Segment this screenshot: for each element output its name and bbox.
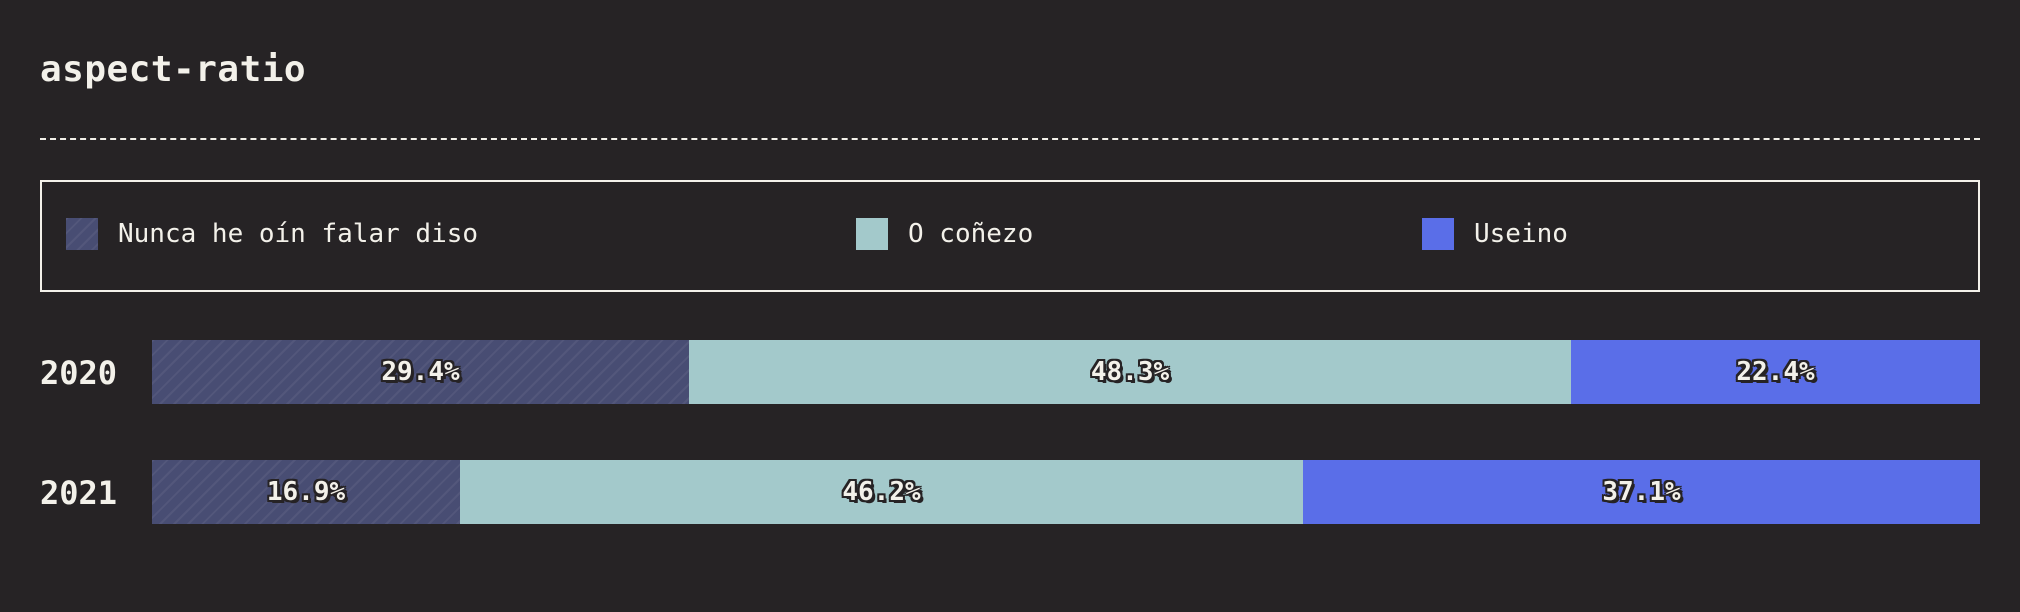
bar-segment-2020-conezo: 48.3% bbox=[689, 340, 1571, 404]
legend-swatch-coñezo bbox=[856, 218, 888, 250]
bar-2020: 29.4% 48.3% 22.4% bbox=[152, 340, 1980, 404]
bar-segment-2020-nunca: 29.4% bbox=[152, 340, 689, 404]
bar-segment-2021-nunca: 16.9% bbox=[152, 460, 460, 524]
bar-segment-2021-useino: 37.1% bbox=[1303, 460, 1980, 524]
legend-label-coñezo: O coñezo bbox=[908, 219, 1034, 249]
bar-2021: 16.9% 46.2% 37.1% bbox=[152, 460, 1980, 524]
row-label-2021: 2021 bbox=[40, 474, 118, 512]
legend-swatch-useino bbox=[1422, 218, 1454, 250]
legend-label-nunca: Nunca he oín falar diso bbox=[118, 219, 479, 249]
bar-value-label: 22.4% bbox=[1736, 357, 1815, 387]
legend-item-useino: Useino bbox=[1422, 218, 1568, 250]
legend: Nunca he oín falar diso O coñezo Useino bbox=[40, 180, 1980, 292]
legend-item-coñezo: O coñezo bbox=[856, 218, 1033, 250]
legend-label-useino: Useino bbox=[1474, 219, 1568, 249]
bar-value-label: 46.2% bbox=[842, 477, 921, 507]
bar-value-label: 29.4% bbox=[381, 357, 460, 387]
bar-value-label: 48.3% bbox=[1090, 357, 1170, 387]
legend-swatch-nunca bbox=[66, 218, 98, 250]
title-divider bbox=[40, 138, 1980, 140]
chart-title: aspect-ratio bbox=[40, 49, 307, 90]
bar-value-label: 37.1% bbox=[1602, 477, 1681, 507]
bar-segment-2021-conezo: 46.2% bbox=[460, 460, 1303, 524]
bar-value-label: 16.9% bbox=[266, 477, 346, 507]
bar-segment-2020-useino: 22.4% bbox=[1571, 340, 1980, 404]
legend-item-nunca: Nunca he oín falar diso bbox=[66, 218, 478, 250]
row-label-2020: 2020 bbox=[40, 354, 118, 392]
